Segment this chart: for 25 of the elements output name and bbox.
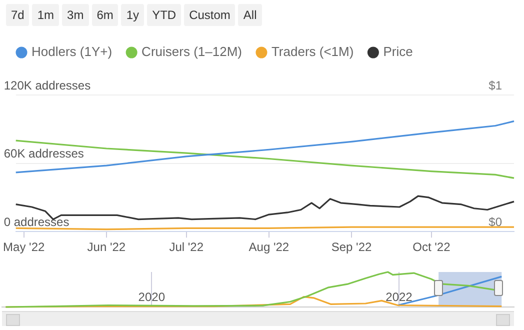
y-tick-label: 120K addresses bbox=[4, 78, 91, 92]
x-tick-label: Sep '22 bbox=[331, 240, 372, 254]
text: 3m bbox=[62, 4, 89, 26]
x-tick-label: May '22 bbox=[3, 240, 45, 254]
text: 6m bbox=[92, 4, 118, 26]
x-tick-label: Jun '22 bbox=[87, 240, 126, 254]
legend-label: Traders (<1M) bbox=[271, 44, 354, 60]
text: 1y bbox=[121, 4, 144, 26]
x-tick-label: 2022 bbox=[386, 290, 413, 304]
x-tick-label: 2020 bbox=[138, 290, 166, 304]
text: Custom bbox=[184, 4, 236, 26]
x-tick-label: Jul '22 bbox=[169, 240, 204, 254]
y2-tick-label: $1 bbox=[488, 78, 502, 92]
x-tick-label: Aug '22 bbox=[248, 240, 290, 254]
text: 1m bbox=[32, 4, 60, 26]
text: All bbox=[238, 4, 262, 26]
legend-label: Cruisers (1–12M) bbox=[142, 44, 242, 60]
y2-tick-label: $0 bbox=[488, 214, 502, 229]
x-tick-label: Oct '22 bbox=[412, 240, 451, 254]
legend-label: Hodlers (1Y+) bbox=[32, 44, 112, 60]
text: YTD bbox=[147, 4, 182, 26]
y-tick-label: 60K addresses bbox=[4, 146, 84, 161]
legend-label: Price bbox=[383, 44, 413, 60]
y-tick-label: 0 addresses bbox=[4, 214, 70, 229]
text: 7d bbox=[6, 4, 30, 26]
